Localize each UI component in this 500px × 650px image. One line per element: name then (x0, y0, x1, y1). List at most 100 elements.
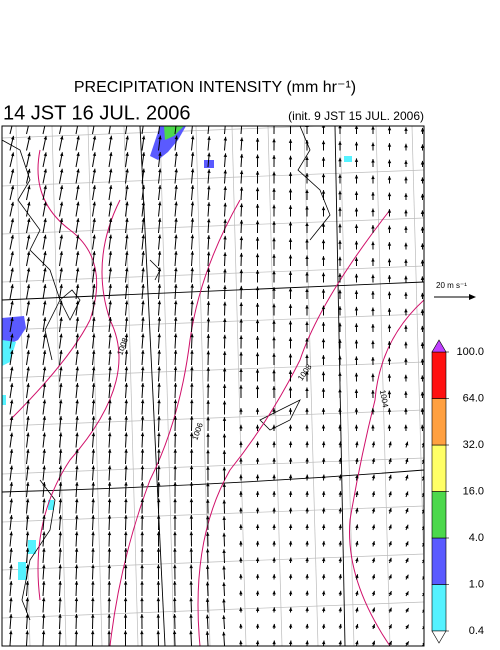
arrow-head (239, 424, 243, 429)
arrow-head (189, 531, 194, 536)
arrow-head (288, 491, 293, 495)
arrow-head (207, 218, 211, 223)
wind-arrow (371, 557, 376, 564)
arrow-head (255, 369, 260, 373)
wind-arrow (124, 333, 129, 349)
wind-arrow (42, 432, 47, 448)
wind-arrow (288, 557, 293, 564)
arrow-head (305, 574, 309, 578)
arrow-head (190, 284, 194, 288)
wind-arrow (305, 491, 309, 498)
arrow-head (338, 256, 342, 261)
wind-arrow (321, 474, 326, 481)
arrow-head (108, 185, 113, 189)
wind-arrow (59, 333, 63, 349)
wind-arrow (288, 353, 293, 366)
arrow-head (74, 564, 79, 569)
arrow-head (92, 234, 96, 239)
arrow-head (222, 384, 227, 388)
arrow-head (25, 614, 29, 618)
wind-arrow (174, 201, 178, 217)
arrow-head (58, 432, 63, 437)
arrow-head (10, 333, 14, 338)
arrow-head (404, 374, 408, 379)
arrow-head (156, 531, 161, 536)
arrow-head (124, 399, 129, 404)
wind-arrow (404, 341, 408, 349)
arrow-head (26, 267, 31, 272)
arrow-head (421, 509, 424, 512)
wind-arrow (25, 581, 30, 597)
colorbar-over (431, 339, 447, 353)
arrow-head (305, 354, 309, 359)
arrow-head (355, 507, 359, 512)
wind-arrow (255, 220, 260, 234)
wind-arrow (173, 432, 178, 448)
wind-arrow (222, 367, 227, 382)
arrow-head (239, 590, 243, 595)
wind-arrow (288, 320, 293, 333)
arrow-head (371, 389, 375, 394)
title: PRECIPITATION INTENSITY (mm hr⁻¹) (74, 79, 356, 96)
arrow-head (387, 357, 392, 362)
wind-arrow (387, 209, 392, 217)
wind-arrow (255, 574, 260, 580)
wind-arrow (272, 188, 276, 201)
arrow-head (43, 218, 47, 223)
wind-arrow (387, 357, 392, 366)
arrow-head (387, 408, 392, 412)
isobars (9, 149, 424, 646)
wind-arrow (420, 226, 424, 234)
wind-arrow (255, 319, 260, 333)
wind-arrow (288, 304, 293, 316)
wind-arrow (321, 322, 326, 333)
wind-arrow (321, 355, 326, 366)
wind-arrow (91, 383, 96, 399)
wind-arrow (206, 515, 210, 531)
wind-arrow (239, 590, 243, 597)
arrow-head (405, 624, 409, 629)
arrow-head (305, 457, 309, 462)
wind-arrow (156, 580, 161, 597)
wind-arrow (206, 334, 211, 349)
wind-arrow (388, 607, 392, 613)
wind-arrow (74, 613, 79, 630)
wind-arrow (272, 557, 276, 564)
arrow-head (125, 251, 129, 255)
wind-arrow (157, 399, 161, 415)
wind-arrow (354, 158, 359, 168)
wind-arrow (141, 300, 145, 316)
arrow-head (205, 614, 210, 619)
wind-arrow (223, 318, 227, 333)
arrow-head (10, 185, 15, 190)
arrow-head (338, 540, 342, 545)
arrow-head (91, 531, 95, 536)
arrow-head (255, 590, 260, 595)
wind-arrow (92, 168, 97, 184)
arrow-head (239, 236, 244, 241)
arrow-head (305, 222, 309, 227)
wind-arrow (305, 189, 309, 201)
wind-arrow (174, 126, 177, 135)
arrow-head (59, 383, 63, 387)
wind-arrow (75, 267, 80, 283)
wind-arrow (355, 441, 359, 448)
wind-arrow (173, 333, 178, 349)
colorbar-segment (431, 398, 447, 446)
wind-arrow (123, 580, 128, 597)
wind-arrow (59, 267, 63, 283)
wind-arrow (239, 153, 244, 168)
arrow-head (10, 152, 15, 157)
wind-arrow (190, 366, 194, 382)
arrow-head (223, 285, 227, 289)
wind-arrow (222, 565, 226, 580)
arrow-head (239, 285, 243, 290)
wind-arrow (141, 126, 144, 135)
wind-arrow (354, 141, 359, 151)
wind-arrow (91, 350, 96, 366)
wind-arrow (26, 135, 31, 151)
wind-arrow (124, 300, 129, 316)
wind-arrow (255, 336, 260, 349)
wind-arrow (354, 191, 359, 201)
wind-arrow (223, 186, 227, 201)
